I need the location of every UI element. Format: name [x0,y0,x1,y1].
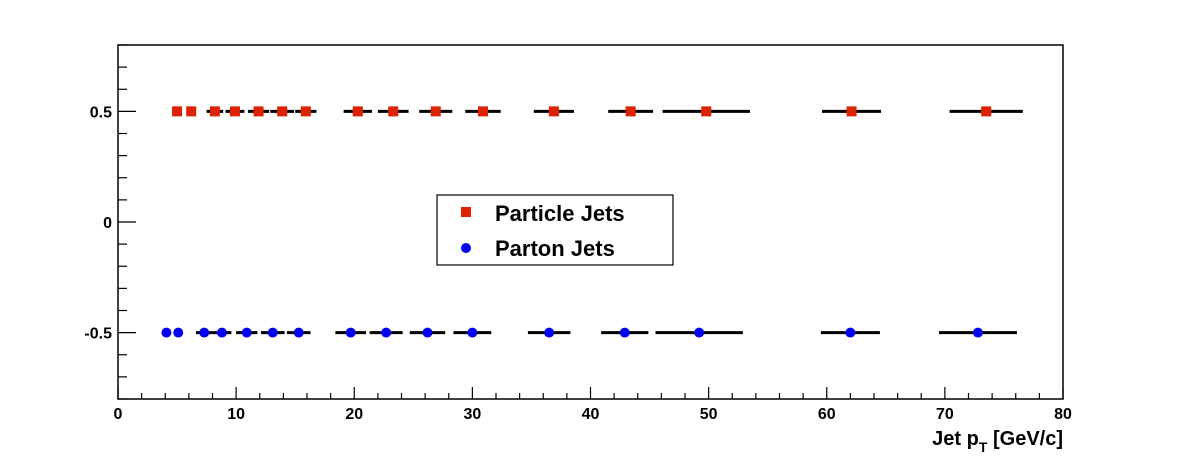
data-point-particle-jets-10 [478,106,489,117]
data-point-particle-jets-14 [846,106,857,117]
data-point-particle-jets-1 [186,106,197,117]
data-point-particle-jets-4 [253,106,264,117]
legend-label-particle-jets: Particle Jets [495,201,625,226]
data-point-parton-jets-7 [345,327,356,338]
data-point-particle-jets-2 [209,106,220,117]
x-axis-ticks: 0 10 20 30 40 50 60 70 80 [114,387,1072,423]
legend-marker-particle-jets [461,207,471,217]
data-point-parton-jets-9 [422,327,433,338]
data-point-particle-jets-8 [388,106,399,117]
y-tick-label-0: 0 [103,215,112,232]
data-point-parton-jets-11 [544,327,555,338]
data-point-particle-jets-3 [229,106,240,117]
data-point-parton-jets-2 [199,327,210,338]
data-point-parton-jets-3 [216,327,227,338]
series-parton-jets [161,327,1017,338]
x-tick-label-10: 10 [227,406,245,423]
x-tick-label-0: 0 [114,406,123,423]
data-point-particle-jets-6 [300,106,311,117]
y-tick-label--0-5: -0.5 [84,326,112,343]
legend-label-parton-jets: Parton Jets [495,236,615,261]
legend-marker-parton-jets [461,243,471,253]
x-axis-title-unit: [GeV/c] [987,428,1063,450]
x-axis-title: Jet pT [GeV/c] [932,428,1063,455]
data-point-particle-jets-0 [172,106,183,117]
data-point-particle-jets-13 [701,106,712,117]
data-point-particle-jets-7 [352,106,363,117]
legend-box [436,194,674,266]
data-point-parton-jets-14 [845,327,856,338]
data-point-particle-jets-9 [430,106,441,117]
data-point-parton-jets-0 [161,327,172,338]
x-tick-label-80: 80 [1054,406,1072,423]
data-point-particle-jets-12 [625,106,636,117]
data-point-particle-jets-15 [981,106,992,117]
x-tick-label-20: 20 [345,406,363,423]
data-point-parton-jets-4 [241,327,252,338]
series-particle-jets [172,106,1023,117]
x-tick-label-70: 70 [936,406,954,423]
x-tick-label-30: 30 [463,406,481,423]
data-point-parton-jets-1 [173,327,184,338]
data-point-particle-jets-11 [548,106,559,117]
data-point-parton-jets-8 [381,327,392,338]
data-point-parton-jets-5 [267,327,278,338]
data-point-parton-jets-6 [293,327,304,338]
data-point-particle-jets-5 [277,106,288,117]
legend: Particle Jets Parton Jets [436,194,674,266]
data-point-parton-jets-12 [619,327,630,338]
x-axis-title-main: Jet p [932,428,979,450]
x-tick-label-50: 50 [700,406,718,423]
y-axis-ticks: -0.5 0 0.5 [84,44,136,400]
series-layer [161,106,1023,338]
x-tick-label-60: 60 [818,406,836,423]
data-point-parton-jets-13 [694,327,705,338]
y-tick-label-0-5: 0.5 [90,104,112,121]
data-point-parton-jets-15 [972,327,983,338]
x-tick-label-40: 40 [582,406,600,423]
x-axis-title-subscript: T [979,439,988,455]
data-point-parton-jets-10 [467,327,478,338]
